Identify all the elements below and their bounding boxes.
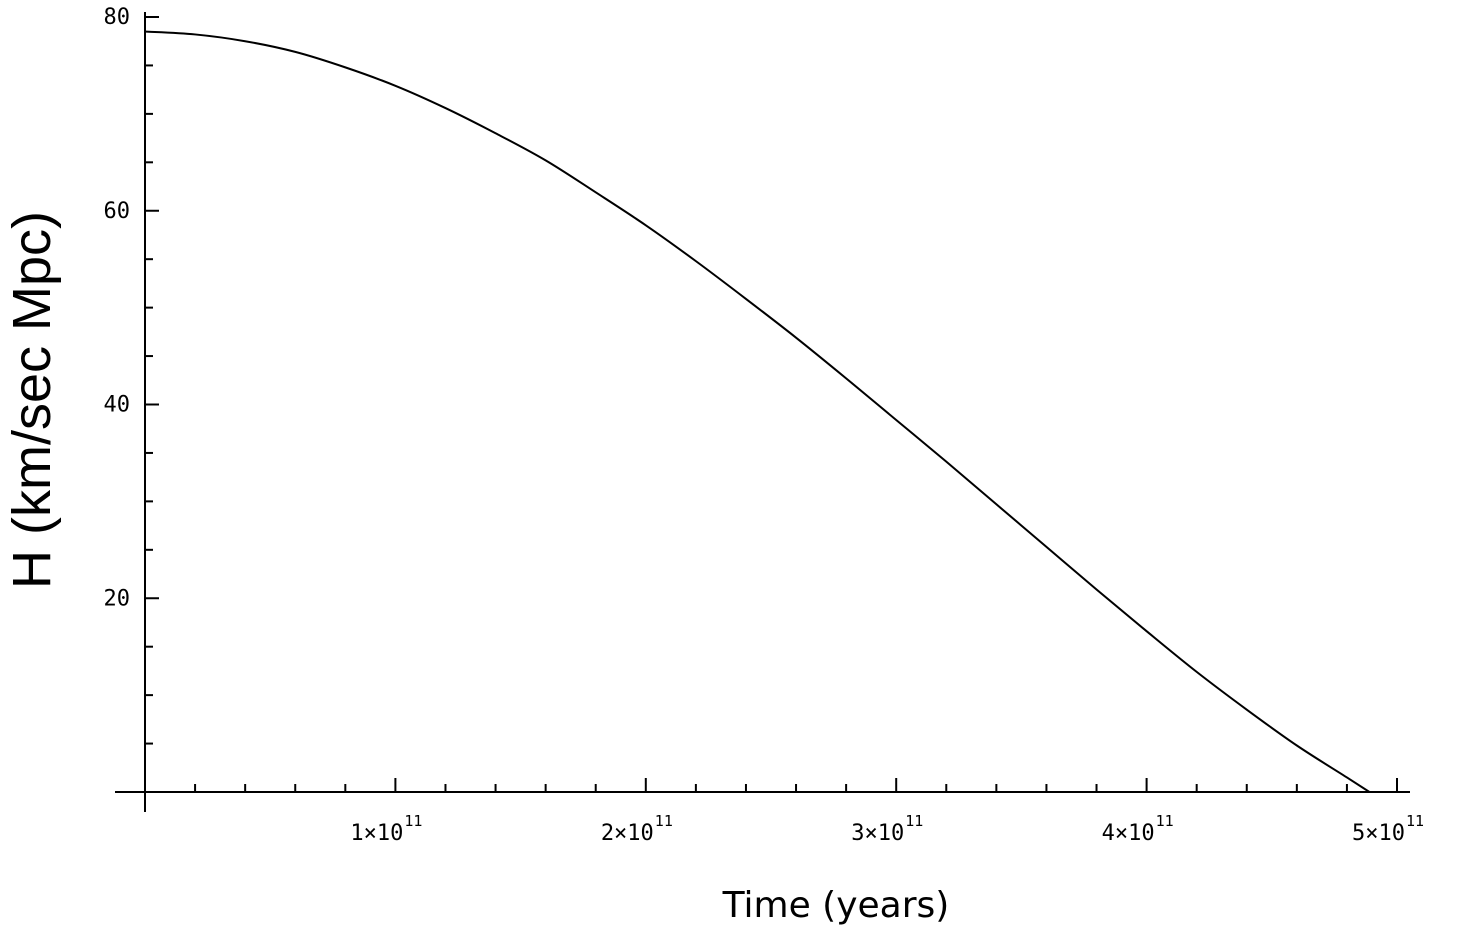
series-layer	[144, 30, 1371, 793]
x-tick-label: 3×10	[851, 821, 904, 846]
x-tick-label: 2×10	[601, 821, 654, 846]
y-axis-ticks	[145, 16, 159, 745]
x-axis-ticks	[194, 778, 1398, 792]
y-tick-label: 20	[104, 586, 131, 611]
y-tick-label: 80	[104, 5, 131, 30]
x-axis-tick-labels: 1×10 11 2×10 11 3×10 11 4×10 11 5×10 11	[350, 812, 1424, 846]
x-tick-label-exponent: 11	[905, 812, 923, 830]
y-tick-label: 40	[104, 393, 131, 418]
x-tick-label: 4×10	[1102, 821, 1155, 846]
y-axis-title: H (km/sec Mpc)	[2, 211, 62, 589]
x-tick-label: 5×10	[1352, 821, 1405, 846]
x-tick-label-exponent: 11	[655, 812, 673, 830]
axes	[115, 12, 1410, 812]
series-line	[144, 30, 1371, 793]
x-tick-label-exponent: 11	[1156, 812, 1174, 830]
y-axis-tick-labels: 20 40 60 80	[104, 5, 131, 611]
y-tick-label: 60	[104, 199, 131, 224]
x-tick-label-exponent: 11	[404, 812, 422, 830]
x-tick-label-exponent: 11	[1406, 812, 1424, 830]
x-tick-label: 1×10	[350, 821, 403, 846]
x-axis-title: Time (years)	[722, 885, 950, 926]
